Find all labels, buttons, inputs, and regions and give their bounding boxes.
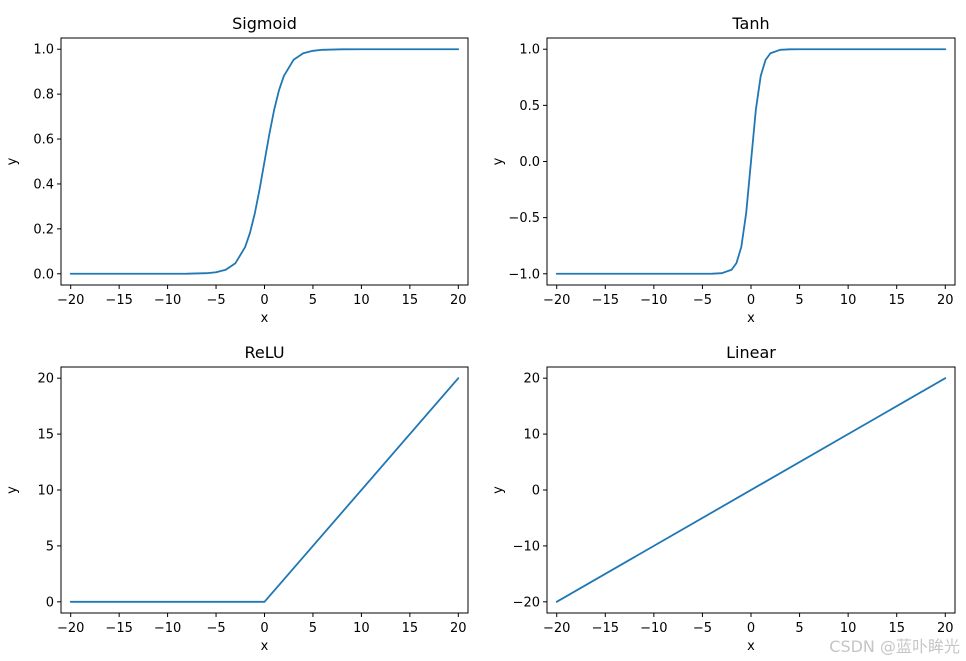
x-tick-label: 0 (747, 621, 755, 636)
subplot-relu: ReLU −20 −15 −10 −5 0 5 10 15 20 0 5 10 15 20 x y (5, 343, 469, 654)
subplot-linear: Linear −20 −15 −10 −5 0 5 10 15 20 −20 −10 0 10 20 x y (491, 343, 956, 654)
y-tick-label: −20 (513, 595, 540, 610)
y-tick-label: 0.4 (33, 177, 54, 192)
x-tick-label: −5 (693, 621, 712, 636)
y-tick-label: 0.8 (33, 88, 54, 103)
plot-title: ReLU (244, 343, 284, 362)
x-tick-label: 5 (309, 621, 317, 636)
x-tick-label: 5 (309, 293, 317, 308)
x-tick-label: 15 (402, 621, 419, 636)
series-line-sigmoid (69, 48, 460, 275)
plot-title: Linear (726, 343, 776, 362)
y-tick-label: −1.0 (508, 267, 540, 282)
x-tick-label: −20 (543, 293, 570, 308)
x-tick-label: −20 (57, 293, 84, 308)
x-tick-label: 10 (353, 621, 370, 636)
y-tick-label: 0.2 (33, 222, 54, 237)
x-tick-label: 5 (795, 621, 803, 636)
y-axis-label: y (491, 157, 506, 165)
x-tick-label: −5 (206, 293, 225, 308)
y-tick-label: 0 (46, 595, 54, 610)
y-tick-label: −10 (513, 539, 540, 554)
x-tick-label: −15 (105, 621, 132, 636)
x-tick-label: −10 (154, 621, 181, 636)
y-tick-label: 10 (37, 484, 54, 499)
y-axis-label: y (5, 157, 20, 165)
x-axis-label: x (747, 639, 755, 654)
x-tick-label: 0 (260, 621, 268, 636)
x-tick-label: −10 (640, 621, 667, 636)
x-tick-label: 10 (840, 621, 857, 636)
plot-frame (60, 366, 469, 614)
plot-title: Tanh (731, 14, 769, 33)
x-tick-label: 5 (795, 293, 803, 308)
x-tick-label: 10 (353, 293, 370, 308)
y-axis-label: y (5, 486, 20, 494)
y-axis-label: y (491, 486, 506, 494)
series-line-relu (69, 377, 460, 603)
y-tick-label: 0.6 (33, 133, 54, 148)
x-tick-label: 0 (747, 293, 755, 308)
x-tick-label: 15 (402, 293, 419, 308)
y-tick-label: 1.0 (33, 43, 54, 58)
x-tick-label: −20 (57, 621, 84, 636)
y-tick-label: 1.0 (519, 43, 540, 58)
x-tick-label: 10 (840, 293, 857, 308)
watermark: CSDN @蓝卟眸光 (829, 637, 960, 656)
y-tick-label: 0.0 (33, 267, 54, 282)
x-axis-label: x (261, 639, 269, 654)
y-tick-label: 20 (37, 372, 54, 387)
y-tick-label: 0.5 (519, 99, 540, 114)
series-line-tanh (555, 48, 947, 275)
y-tick-label: 0 (532, 484, 540, 499)
x-tick-label: −5 (206, 621, 225, 636)
x-tick-label: −15 (105, 293, 132, 308)
y-tick-label: 15 (37, 428, 54, 443)
x-tick-label: −5 (693, 293, 712, 308)
y-tick-label: 10 (523, 428, 540, 443)
x-tick-label: 15 (888, 621, 905, 636)
x-tick-label: −10 (154, 293, 181, 308)
x-tick-label: 20 (937, 621, 954, 636)
subplot-tanh: Tanh −20 −15 −10 −5 0 5 10 15 20 −1.0 −0.5 0.0 0.5 1.0… (491, 14, 956, 326)
y-tick-label: 0.0 (519, 155, 540, 170)
x-tick-label: −20 (543, 621, 570, 636)
x-tick-label: −10 (640, 293, 667, 308)
y-tick-label: 20 (523, 372, 540, 387)
x-tick-label: 20 (450, 293, 467, 308)
y-tick-label: −0.5 (508, 211, 540, 226)
plot-title: Sigmoid (232, 14, 297, 33)
y-tick-label: 5 (46, 539, 54, 554)
series-line-linear (555, 377, 947, 603)
x-tick-label: 0 (260, 293, 268, 308)
x-tick-label: 15 (888, 293, 905, 308)
subplot-sigmoid: Sigmoid −20 −15 −10 −5 0 5 10 15 20 0.0 0.2 0.4 0.6 0.… (5, 14, 469, 326)
x-tick-label: 20 (450, 621, 467, 636)
x-tick-label: 20 (937, 293, 954, 308)
x-axis-label: x (261, 311, 269, 326)
x-axis-label: x (747, 311, 755, 326)
x-tick-label: −15 (592, 621, 619, 636)
x-tick-label: −15 (592, 293, 619, 308)
